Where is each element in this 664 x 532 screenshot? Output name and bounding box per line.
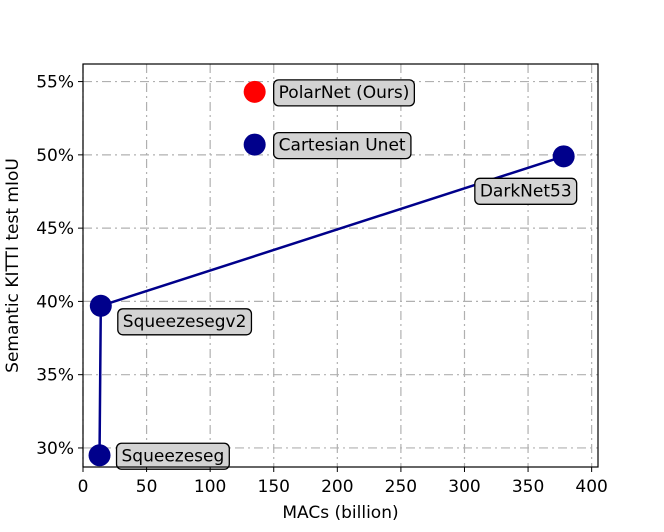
x-tick-label: 400 bbox=[575, 477, 607, 497]
annotation-box bbox=[115, 442, 230, 470]
x-tick-label: 150 bbox=[258, 477, 290, 497]
annotation-label: Squeezeseg bbox=[122, 446, 225, 466]
marker-darknet53 bbox=[552, 145, 575, 168]
annotation-label: Cartesian Unet bbox=[279, 136, 406, 156]
y-tick-label: 50% bbox=[36, 146, 74, 166]
x-tick-label: 250 bbox=[385, 477, 417, 497]
marker-layer bbox=[88, 80, 575, 467]
y-tick-label: 30% bbox=[36, 439, 74, 459]
ticks: 0 50 100 150 200 250 300 350 400 30% 35% 40% 45% 50% 5… bbox=[36, 73, 608, 497]
annotation-darknet53: DarkNet53 bbox=[474, 177, 578, 205]
y-tick-label: 35% bbox=[36, 366, 74, 386]
annotation-label: Squeezesegv2 bbox=[123, 312, 247, 332]
x-tick-label: 350 bbox=[512, 477, 544, 497]
plot-frame bbox=[82, 63, 599, 468]
x-tick-label: 200 bbox=[321, 477, 353, 497]
y-axis-label: Semantic KITTI test mIoU bbox=[3, 158, 23, 373]
annotation-squeezeseg: Squeezeseg bbox=[115, 442, 230, 470]
marker-cartesian-unet bbox=[243, 133, 266, 156]
annotation-layer: Squeezeseg Squeezesegv2 DarkNet53 Cartesian… bbox=[115, 79, 578, 470]
x-tick-label: 0 bbox=[78, 477, 89, 497]
annotation-cartesian-unet: Cartesian Unet bbox=[273, 131, 412, 160]
annotation-squeezesegv2: Squeezesegv2 bbox=[117, 308, 253, 336]
x-tick-label: 100 bbox=[194, 477, 226, 497]
x-tick-label: 300 bbox=[448, 477, 480, 497]
annotation-box bbox=[273, 79, 416, 107]
marker-squeezeseg bbox=[88, 444, 111, 467]
y-tick-label: 55% bbox=[36, 73, 74, 93]
grid bbox=[82, 64, 598, 467]
annotation-box bbox=[117, 308, 253, 336]
marker-squeezesegv2 bbox=[89, 294, 112, 317]
x-tick-label: 50 bbox=[136, 477, 158, 497]
annotation-label: DarkNet53 bbox=[480, 181, 572, 201]
x-axis-label: MACs (billion) bbox=[282, 503, 398, 523]
annotation-polarnet-ours: PolarNet (Ours) bbox=[273, 79, 416, 107]
y-tick-label: 45% bbox=[36, 219, 74, 239]
annotation-box bbox=[273, 131, 412, 160]
annotation-label: PolarNet (Ours) bbox=[279, 83, 410, 103]
annotation-box bbox=[474, 177, 578, 205]
y-tick-label: 40% bbox=[36, 292, 74, 312]
marker-polarnet-ours bbox=[243, 80, 266, 103]
